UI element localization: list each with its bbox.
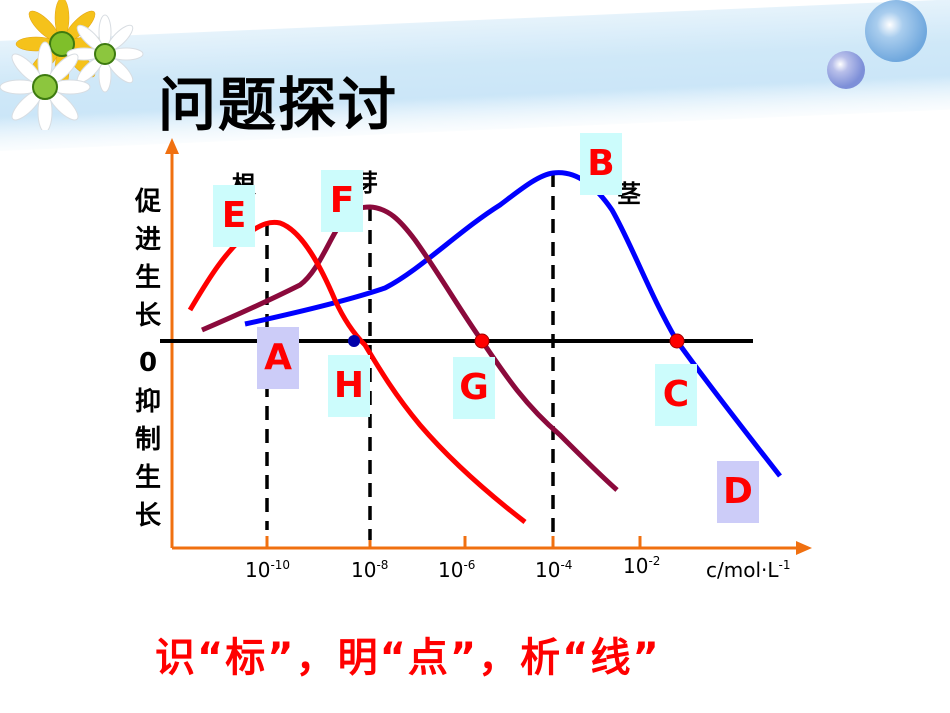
marker-h: [348, 335, 360, 347]
x-axis-arrow-icon: [796, 541, 812, 555]
marker-c: [669, 333, 685, 349]
x-tick-label: 10-4: [535, 558, 573, 582]
y-axis-arrow-icon: [165, 138, 179, 154]
y-label-char: 进: [134, 225, 161, 255]
slogan-text: 识“标”，明“点”，析“线”: [155, 635, 661, 681]
x-ticks: [265, 536, 642, 548]
large-bubble-icon: [865, 0, 927, 62]
x-axis-unit-label: c/mol·L-1: [706, 558, 791, 582]
y-axis-label-inhibit: 抑 制 生 长: [128, 383, 168, 535]
dashed-reference-lines: [265, 173, 555, 540]
x-tick-label: 10-6: [438, 558, 476, 582]
y-axis-label-promote: 促 进 生 长: [128, 183, 168, 335]
white-daisy-icon: [0, 41, 91, 130]
y-label-char: 制: [134, 425, 161, 455]
point-label-g: G: [453, 357, 495, 419]
y-label-char: 生: [134, 463, 161, 493]
point-label-h: H: [328, 355, 370, 417]
y-label-char: 长: [134, 501, 161, 531]
point-label-e: E: [213, 185, 255, 247]
point-label-c: C: [655, 364, 697, 426]
point-label-a: A: [257, 327, 299, 389]
stem-curve: [244, 170, 782, 478]
white-daisy-icon: [66, 14, 144, 93]
x-tick-label: 10-8: [351, 558, 389, 582]
point-label-b: B: [580, 133, 622, 195]
bubbles-decoration: [827, 0, 927, 89]
daisy-flowers-decoration: [0, 0, 144, 130]
x-tick-label: 10-10: [245, 558, 291, 582]
marker-g: [474, 333, 490, 349]
y-label-char: 抑: [134, 387, 161, 417]
point-label-f: F: [321, 170, 363, 232]
x-tick-label: 10-2: [623, 554, 661, 578]
point-label-d: D: [717, 461, 759, 523]
y-label-char: 促: [134, 187, 161, 217]
y-label-char: 生: [134, 263, 161, 293]
bud-curve: [201, 204, 619, 492]
small-bubble-icon: [827, 51, 865, 89]
slide-title: 问题探讨: [158, 71, 399, 139]
y-axis-zero-label: 0: [138, 348, 158, 378]
y-label-char: 长: [134, 301, 161, 331]
